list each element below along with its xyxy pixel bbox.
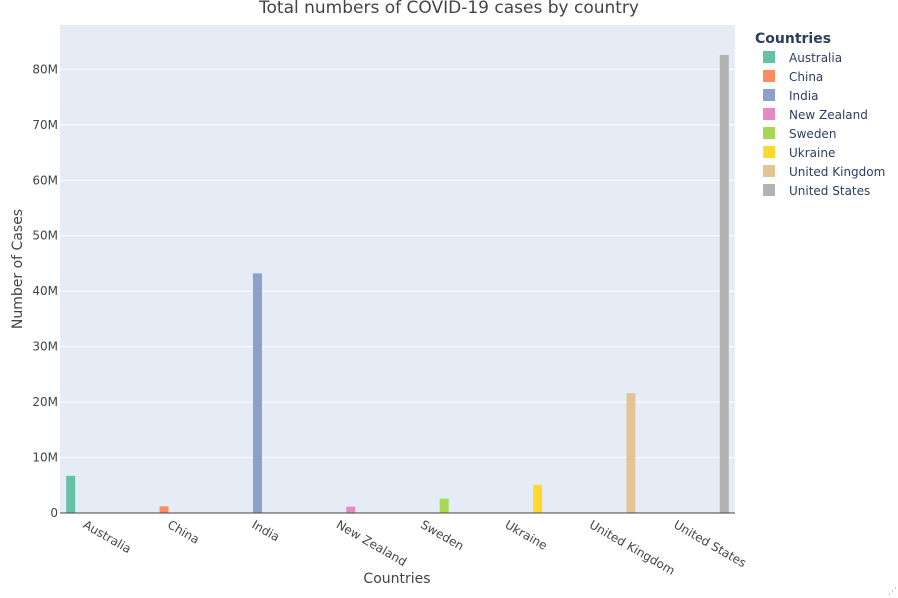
y-tick-labels: 0 10M 20M 30M 40M 50M 60M 70M 80M bbox=[32, 62, 58, 520]
resize-grip-icon[interactable]: ⋰ bbox=[888, 587, 897, 597]
x-tick-label: India bbox=[249, 517, 282, 544]
y-tick-label: 40M bbox=[32, 284, 58, 298]
legend-item-label[interactable]: United Kingdom bbox=[789, 165, 885, 179]
bar-sweden[interactable] bbox=[439, 498, 449, 513]
legend-swatch[interactable] bbox=[763, 127, 775, 139]
y-tick-label: 60M bbox=[32, 173, 58, 187]
legend-swatch[interactable] bbox=[763, 184, 775, 196]
legend-swatch[interactable] bbox=[763, 165, 775, 177]
y-tick-label: 0 bbox=[50, 506, 58, 520]
legend-item-label[interactable]: New Zealand bbox=[789, 108, 868, 122]
bar-united-states[interactable] bbox=[719, 54, 729, 513]
y-tick-label: 30M bbox=[32, 340, 58, 354]
bar-new-zealand[interactable] bbox=[346, 506, 356, 513]
x-tick-label: Australia bbox=[81, 517, 134, 556]
legend-swatch[interactable] bbox=[763, 146, 775, 158]
chart-title: Total numbers of COVID-19 cases by count… bbox=[258, 0, 639, 18]
legend-item-label[interactable]: United States bbox=[789, 184, 870, 198]
x-tick-labels: Australia China India New Zealand Sweden Ukra… bbox=[81, 517, 749, 577]
plot-area bbox=[60, 25, 735, 513]
bar-china[interactable] bbox=[159, 506, 169, 513]
x-tick-label: Sweden bbox=[418, 517, 466, 553]
bars bbox=[66, 54, 729, 513]
x-axis-title: Countries bbox=[363, 571, 430, 587]
x-tick-label: Ukraine bbox=[503, 517, 550, 552]
x-tick-label: New Zealand bbox=[334, 517, 409, 569]
y-tick-label: 50M bbox=[32, 229, 58, 243]
gridlines bbox=[60, 68, 735, 459]
y-axis-title: Number of Cases bbox=[10, 209, 26, 329]
bar-india[interactable] bbox=[252, 273, 262, 513]
legend-item-label[interactable]: Sweden bbox=[789, 127, 836, 141]
x-tick-label: China bbox=[165, 517, 202, 546]
x-tick-label: United States bbox=[671, 517, 748, 570]
legend-swatch[interactable] bbox=[763, 89, 775, 101]
legend-swatch[interactable] bbox=[763, 108, 775, 120]
legend-item-label[interactable]: India bbox=[789, 89, 818, 103]
x-tick-label: United Kingdom bbox=[587, 517, 677, 577]
bar-ukraine[interactable] bbox=[533, 484, 543, 513]
legend-item-label[interactable]: Ukraine bbox=[789, 146, 835, 160]
y-tick-label: 80M bbox=[32, 62, 58, 76]
y-tick-label: 10M bbox=[32, 451, 58, 465]
bar-australia[interactable] bbox=[66, 475, 76, 513]
legend-item-label[interactable]: China bbox=[789, 70, 823, 84]
legend-title: Countries bbox=[755, 31, 831, 47]
legend-swatch[interactable] bbox=[763, 51, 775, 63]
bar-united-kingdom[interactable] bbox=[626, 393, 636, 513]
y-tick-label: 70M bbox=[32, 118, 58, 132]
legend-item-label[interactable]: Australia bbox=[789, 51, 842, 65]
legend-swatch[interactable] bbox=[763, 70, 775, 82]
legend[interactable]: Australia China India New Zealand Sweden Ukra… bbox=[763, 51, 885, 198]
y-tick-label: 20M bbox=[32, 395, 58, 409]
